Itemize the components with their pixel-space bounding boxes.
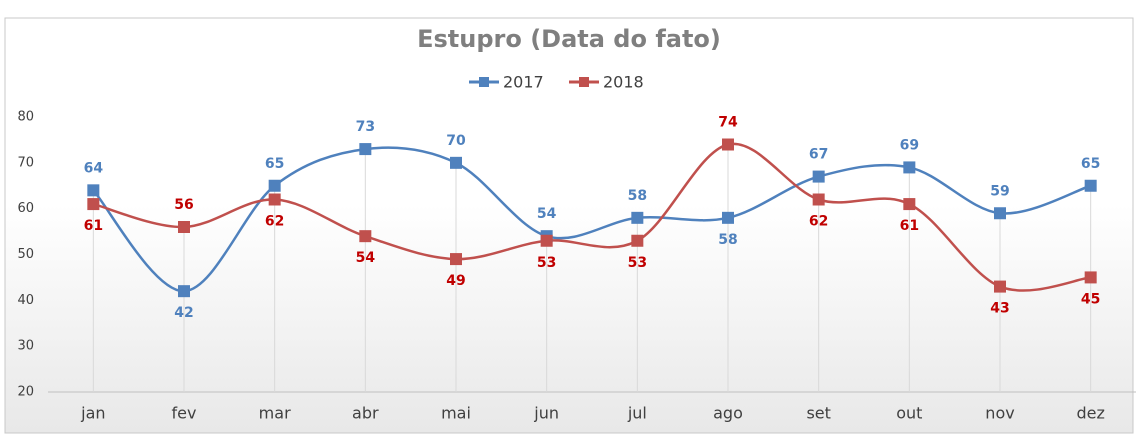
point-marker	[631, 211, 644, 224]
value-label: 64	[84, 160, 104, 176]
point-marker	[359, 143, 372, 156]
value-label: 49	[446, 273, 465, 289]
x-tick-label: mar	[259, 404, 291, 423]
point-marker	[268, 193, 281, 206]
point-marker	[722, 211, 734, 224]
point-marker	[87, 184, 100, 197]
value-label: 74	[718, 115, 738, 131]
x-tick-label: jun	[533, 404, 559, 423]
value-label: 42	[174, 305, 193, 321]
value-label: 53	[628, 255, 647, 271]
x-tick-label: abr	[352, 404, 379, 423]
value-label: 73	[356, 119, 375, 135]
point-marker	[994, 207, 1006, 220]
value-label: 58	[628, 188, 647, 204]
point-marker	[812, 193, 825, 206]
value-label: 65	[265, 156, 284, 172]
y-tick-label: 70	[17, 155, 34, 170]
x-tick-label: jan	[80, 404, 105, 423]
y-tick-label: 40	[17, 293, 34, 308]
point-marker	[631, 234, 644, 247]
x-tick-label: jul	[627, 404, 647, 423]
point-marker	[178, 285, 190, 298]
x-tick-label: nov	[985, 404, 1014, 423]
y-tick-label: 80	[17, 110, 34, 125]
point-marker	[540, 234, 553, 247]
value-label: 69	[900, 137, 919, 153]
point-marker	[903, 161, 916, 174]
value-label: 62	[809, 214, 828, 230]
legend-marker	[579, 77, 589, 87]
value-label: 54	[537, 206, 557, 222]
point-marker	[450, 253, 462, 266]
value-label: 56	[174, 197, 193, 213]
value-label: 70	[446, 133, 466, 149]
value-label: 67	[809, 147, 828, 163]
value-label: 61	[900, 218, 919, 234]
chart-title: Estupro (Data do fato)	[417, 25, 721, 53]
x-tick-label: mai	[441, 404, 471, 423]
point-marker	[722, 138, 734, 151]
value-label: 43	[990, 301, 1009, 317]
value-label: 58	[718, 232, 737, 248]
point-marker	[450, 156, 462, 169]
y-tick-label: 50	[17, 247, 34, 262]
point-marker	[1084, 179, 1097, 192]
point-marker	[903, 198, 916, 211]
value-label: 45	[1081, 291, 1100, 307]
x-tick-label: ago	[713, 404, 743, 423]
x-tick-label: fev	[172, 404, 197, 423]
y-tick-label: 60	[17, 201, 34, 216]
point-marker	[1084, 271, 1097, 284]
value-label: 62	[265, 214, 284, 230]
point-marker	[994, 280, 1006, 293]
x-tick-label: dez	[1076, 404, 1104, 423]
y-tick-label: 20	[17, 385, 34, 400]
point-marker	[268, 179, 281, 192]
point-marker	[812, 170, 825, 183]
value-label: 54	[356, 250, 376, 266]
point-marker	[359, 230, 372, 243]
value-label: 65	[1081, 156, 1100, 172]
legend-label: 2018	[603, 73, 644, 92]
y-tick-label: 30	[17, 339, 34, 354]
x-tick-label: set	[806, 404, 830, 423]
value-label: 53	[537, 255, 556, 271]
legend-marker	[479, 77, 489, 87]
legend-label: 2017	[503, 73, 544, 92]
value-label: 59	[990, 183, 1009, 199]
value-label: 61	[84, 218, 103, 234]
x-tick-label: out	[896, 404, 922, 423]
point-marker	[178, 221, 190, 233]
point-marker	[87, 198, 100, 211]
